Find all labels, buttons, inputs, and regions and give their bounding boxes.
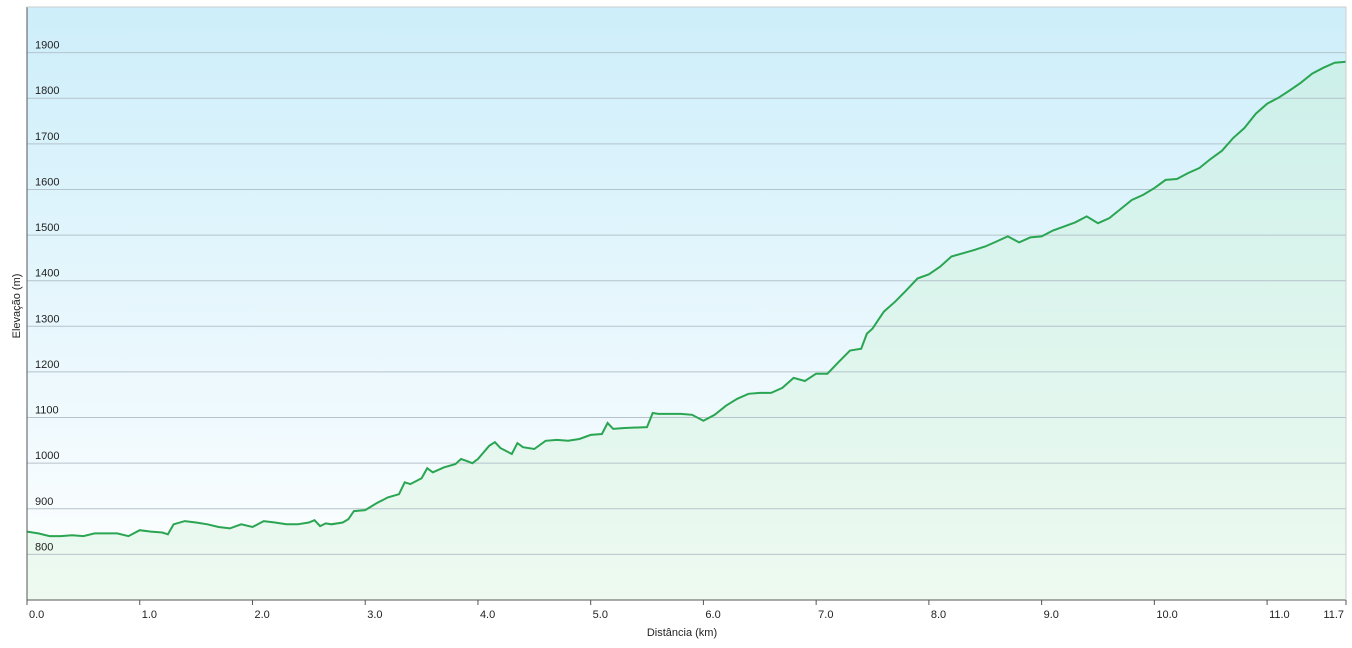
y-tick-label: 900 [35, 496, 53, 508]
y-tick-label: 1800 [35, 85, 59, 97]
y-tick-label: 1200 [35, 359, 59, 371]
y-axis-title: Elevação (m) [11, 274, 23, 339]
y-tick-label: 1300 [35, 313, 59, 325]
x-tick-label: 5.0 [593, 609, 608, 621]
y-tick-label: 1400 [35, 268, 59, 280]
x-tick-label: 11.7 [1323, 609, 1344, 621]
y-tick-label: 800 [35, 541, 53, 553]
y-tick-label: 1000 [35, 450, 59, 462]
y-tick-label: 1900 [35, 40, 59, 52]
x-tick-label: 7.0 [818, 609, 833, 621]
y-tick-label: 1100 [35, 405, 59, 417]
y-tick-label: 1600 [35, 176, 59, 188]
x-tick-label: 1.0 [142, 609, 157, 621]
x-tick-label: 6.0 [705, 609, 720, 621]
x-tick-label: 3.0 [367, 609, 382, 621]
x-tick-label: 11.0 [1269, 609, 1290, 621]
y-tick-label: 1700 [35, 131, 59, 143]
x-tick-label: 2.0 [254, 609, 269, 621]
elevation-line [26, 60, 1347, 538]
y-tick-label: 1500 [35, 222, 59, 234]
x-tick-label: 0.0 [29, 609, 44, 621]
x-tick-label: 10.0 [1156, 609, 1177, 621]
x-tick-label: 9.0 [1044, 609, 1059, 621]
area-fill [27, 61, 1346, 600]
x-tick-label: 8.0 [931, 609, 946, 621]
x-tick-label: 4.0 [480, 609, 495, 621]
x-axis-title: Distância (km) [647, 627, 717, 639]
